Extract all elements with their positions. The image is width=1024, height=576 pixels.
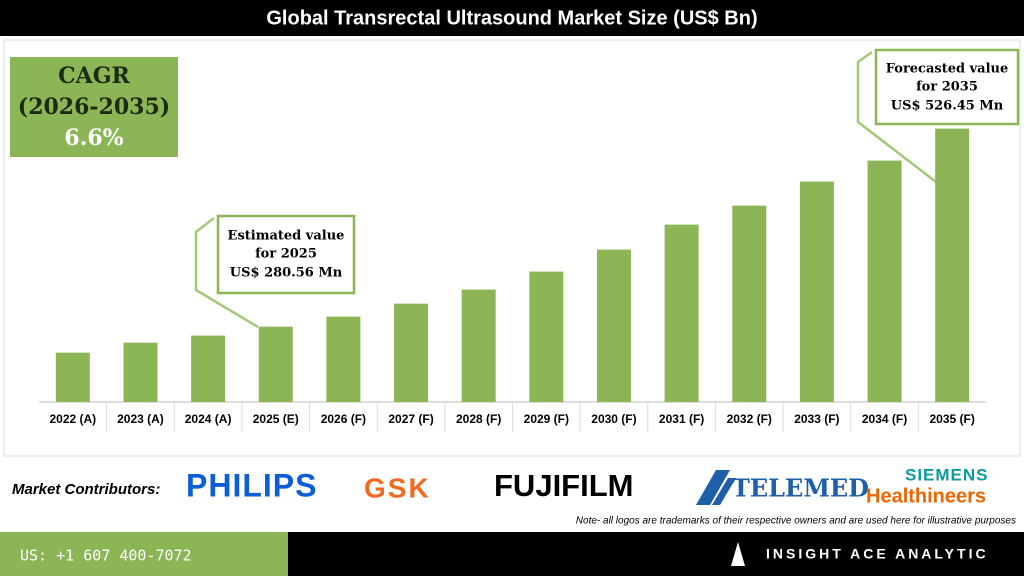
logo: SIEMENS: [905, 465, 989, 484]
callout-line: [856, 50, 937, 183]
bar: [867, 160, 902, 402]
x-tick-label: 2024 (A): [185, 412, 232, 426]
x-tick-label: 2035 (F): [929, 412, 974, 426]
callout-box: [216, 214, 356, 295]
logo: FUJIFILM: [494, 468, 634, 503]
logo-icon: [712, 478, 736, 505]
x-tick-label: 2022 (A): [49, 412, 96, 426]
bar: [799, 181, 834, 402]
bar: [326, 316, 361, 402]
cagr-label: CAGR: [58, 63, 130, 89]
bar: [529, 271, 564, 402]
annotation-text: Estimated value: [228, 229, 345, 244]
bar: [732, 205, 767, 402]
bar: [664, 224, 699, 402]
x-tick-label: 2027 (F): [388, 412, 433, 426]
logo-icon: [696, 470, 730, 505]
x-tick-label: 2028 (F): [456, 412, 501, 426]
logo: TELEMED: [732, 474, 869, 503]
annotation-text: US$ 280.56 Mn: [230, 266, 343, 281]
callout-line: [194, 217, 259, 329]
annotation-text: Forecasted value: [886, 62, 1009, 77]
bar: [191, 335, 226, 402]
annotation-text: for 2035: [916, 80, 978, 95]
cagr-box: [10, 57, 178, 157]
note: Note- all logos are trademarks of their …: [576, 516, 1016, 527]
title-bar: [0, 0, 1024, 36]
contributors-label: Market Contributors:: [12, 481, 160, 498]
bar: [123, 342, 158, 402]
bar: [461, 289, 496, 402]
logo: GSK: [364, 472, 431, 503]
x-tick-label: 2026 (F): [321, 412, 366, 426]
x-tick-label: 2034 (F): [862, 412, 907, 426]
brand: INSIGHT ACE ANALYTIC: [766, 546, 989, 562]
x-tick-label: 2032 (F): [727, 412, 772, 426]
phone: US: +1 607 400-7072: [20, 547, 192, 565]
annotation-text: US$ 526.45 Mn: [891, 99, 1004, 114]
chart-title: Global Transrectal Ultrasound Market Siz…: [266, 7, 757, 29]
x-tick-label: 2031 (F): [659, 412, 704, 426]
cagr-period: (2026-2035): [18, 94, 170, 120]
x-tick-label: 2023 (A): [117, 412, 164, 426]
x-tick-label: 2025 (E): [253, 412, 299, 426]
brand-icon: [731, 542, 745, 566]
bar: [935, 128, 970, 402]
cagr-value: 6.6%: [64, 125, 123, 151]
bar: [596, 249, 631, 402]
x-tick-label: 2033 (F): [794, 412, 839, 426]
annotation-text: for 2025: [255, 247, 317, 262]
x-tick-label: 2030 (F): [591, 412, 636, 426]
footer-phone-box: [0, 532, 288, 576]
logo: Healthineers: [866, 485, 986, 507]
bar: [394, 303, 429, 402]
logo: PHILIPS: [186, 467, 317, 503]
callout-box: [874, 48, 1020, 126]
bar: [55, 352, 90, 402]
bar: [258, 326, 293, 402]
x-tick-label: 2029 (F): [524, 412, 569, 426]
